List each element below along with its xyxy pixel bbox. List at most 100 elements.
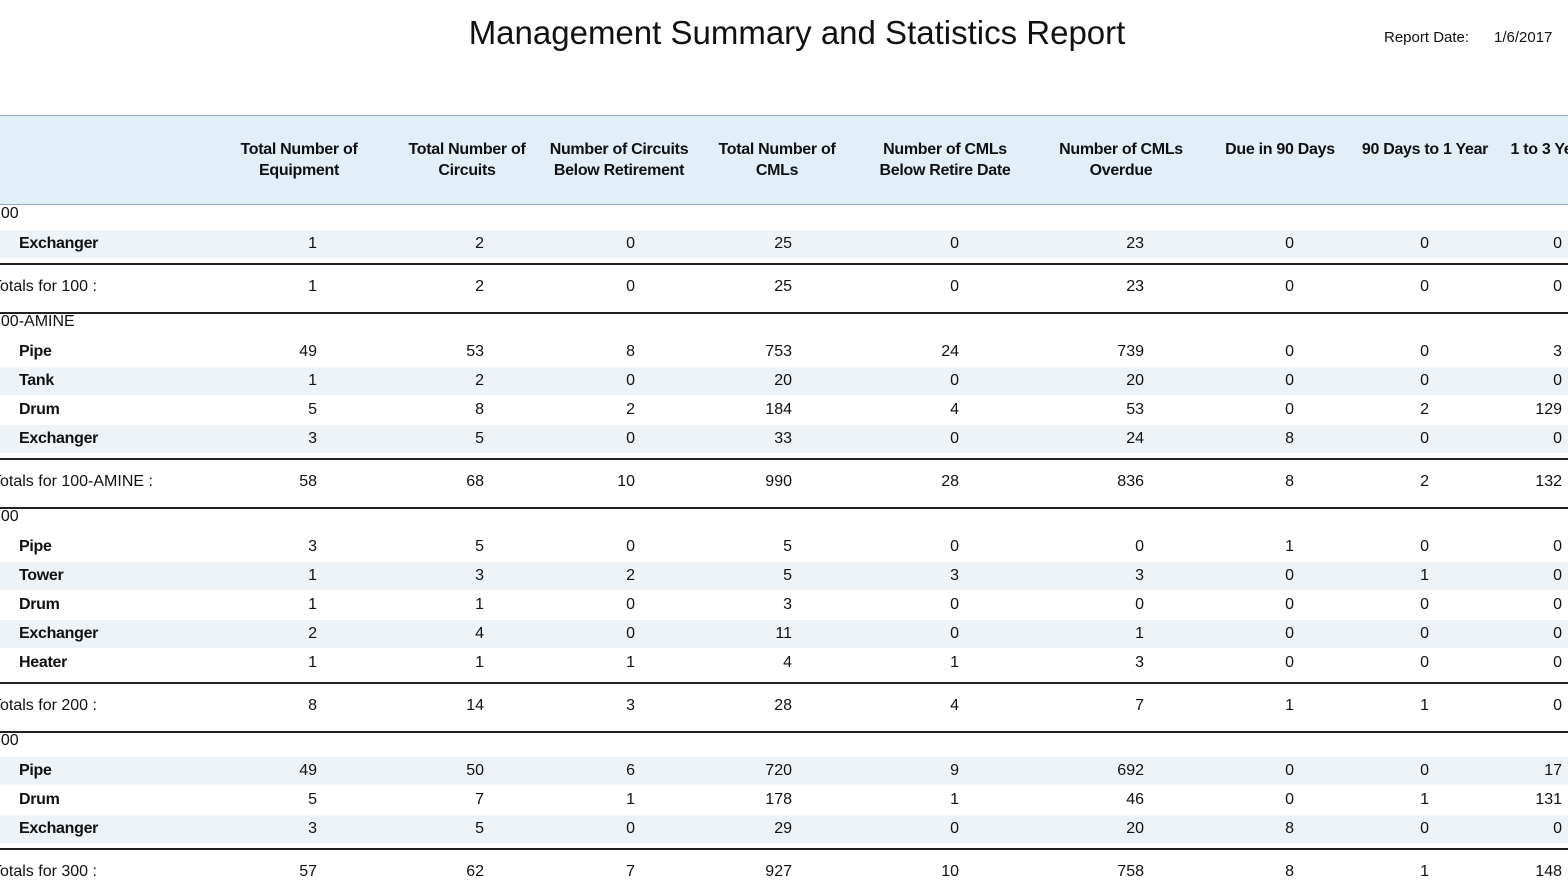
group-name: 200 xyxy=(0,508,19,525)
cell-value: 3 xyxy=(950,567,959,584)
table-header: Total Number of Equipment Total Number of… xyxy=(0,115,1568,205)
cell-value: 1 xyxy=(1420,791,1429,808)
cell-value: 131 xyxy=(1535,791,1562,808)
item-row: Tower 1 3 2 5 3 3 0 1 0 xyxy=(0,562,1568,590)
cell-value: 1 xyxy=(308,567,317,584)
group-name: 100-AMINE xyxy=(0,313,75,330)
item-row: Exchanger 1 2 0 25 0 23 0 0 0 xyxy=(0,230,1568,258)
cell-value: 3 xyxy=(626,697,635,714)
cell-value: 28 xyxy=(774,697,792,714)
item-label: Exchanger xyxy=(19,625,99,642)
column-header: 90 Days to 1 Year xyxy=(1361,141,1489,158)
cell-value: 0 xyxy=(1285,791,1294,808)
cell-value: 24 xyxy=(941,343,959,360)
item-row: Exchanger 3 5 0 33 0 24 8 0 0 xyxy=(0,425,1568,453)
totals-label: Totals for 300 : xyxy=(0,863,97,880)
cell-value: 4 xyxy=(950,697,959,714)
cell-value: 0 xyxy=(1553,372,1562,389)
report-title: Management Summary and Statistics Report xyxy=(468,14,1126,51)
column-header: 1 to 3 Years xyxy=(1510,141,1568,158)
cell-value: 5 xyxy=(783,567,792,584)
cell-value: 1 xyxy=(475,596,484,613)
cell-value: 0 xyxy=(1420,820,1429,837)
item-label: Tank xyxy=(19,372,54,389)
cell-value: 5 xyxy=(475,430,484,447)
cell-value: 24 xyxy=(1126,430,1144,447)
item-row: Drum 1 1 0 3 0 0 0 0 0 xyxy=(0,591,1568,619)
item-row: Heater 1 1 1 4 1 3 0 0 0 xyxy=(0,649,1568,677)
cell-value: 29 xyxy=(774,820,792,837)
group-row: 100-AMINE xyxy=(0,312,1568,334)
cell-value: 0 xyxy=(950,596,959,613)
totals-label: Totals for 100-AMINE : xyxy=(0,473,153,490)
item-label: Heater xyxy=(19,654,68,671)
column-header: Due in 90 Days xyxy=(1225,141,1335,158)
item-label: Exchanger xyxy=(19,235,99,252)
group-name: 100 xyxy=(0,205,19,222)
cell-value: 1 xyxy=(308,235,317,252)
cell-value: 10 xyxy=(617,473,635,490)
cell-value: 1 xyxy=(308,654,317,671)
cell-value: 14 xyxy=(466,697,484,714)
cell-value: 0 xyxy=(626,538,635,555)
cell-value: 2 xyxy=(475,278,484,295)
cell-value: 2 xyxy=(1420,401,1429,418)
totals-row: Totals for 100 : 1 2 0 25 0 23 0 0 0 xyxy=(0,263,1568,314)
cell-value: 1 xyxy=(950,791,959,808)
cell-value: 5 xyxy=(475,820,484,837)
cell-value: 5 xyxy=(783,538,792,555)
cell-value: 0 xyxy=(1285,372,1294,389)
cell-value: 68 xyxy=(466,473,484,490)
cell-value: 3 xyxy=(475,567,484,584)
cell-value: 0 xyxy=(1285,625,1294,642)
item-row: Pipe 49 53 8 753 24 739 0 0 3 xyxy=(0,338,1568,366)
totals-label: Totals for 200 : xyxy=(0,697,97,714)
cell-value: 1 xyxy=(1420,863,1429,880)
cell-value: 0 xyxy=(1285,567,1294,584)
item-row: Pipe 3 5 0 5 0 0 1 0 0 xyxy=(0,533,1568,561)
cell-value: 1 xyxy=(308,596,317,613)
cell-value: 33 xyxy=(774,430,792,447)
item-row: Exchanger 3 5 0 29 0 20 8 0 0 xyxy=(0,815,1568,843)
cell-value: 3 xyxy=(308,820,317,837)
column-header: Total Number of Equipment xyxy=(240,141,358,179)
cell-value: 0 xyxy=(950,538,959,555)
totals-row: Totals for 300 : 57 62 7 927 10 758 8 1 148 xyxy=(0,848,1568,884)
cell-value: 0 xyxy=(1135,596,1144,613)
cell-value: 0 xyxy=(626,820,635,837)
cell-value: 1 xyxy=(308,372,317,389)
cell-value: 5 xyxy=(308,401,317,418)
cell-value: 3 xyxy=(783,596,792,613)
cell-value: 50 xyxy=(466,762,484,779)
cell-value: 0 xyxy=(1420,430,1429,447)
group-row: 100 xyxy=(0,204,1568,226)
cell-value: 1 xyxy=(1135,625,1144,642)
cell-value: 5 xyxy=(308,791,317,808)
cell-value: 7 xyxy=(1135,697,1144,714)
cell-value: 0 xyxy=(1285,343,1294,360)
cell-value: 8 xyxy=(308,697,317,714)
cell-value: 3 xyxy=(1135,654,1144,671)
cell-value: 8 xyxy=(1285,863,1294,880)
cell-value: 0 xyxy=(1285,401,1294,418)
cell-value: 836 xyxy=(1117,473,1144,490)
cell-value: 10 xyxy=(941,863,959,880)
report-date: 1/6/2017 xyxy=(1494,29,1553,46)
cell-value: 8 xyxy=(475,401,484,418)
cell-value: 28 xyxy=(941,473,959,490)
cell-value: 0 xyxy=(626,430,635,447)
cell-value: 0 xyxy=(1553,538,1562,555)
cell-value: 0 xyxy=(1553,697,1562,714)
column-header: Number of CMLs Overdue xyxy=(1059,141,1183,179)
cell-value: 0 xyxy=(626,372,635,389)
cell-value: 3 xyxy=(1553,343,1562,360)
cell-value: 1 xyxy=(626,654,635,671)
cell-value: 25 xyxy=(774,235,792,252)
cell-value: 0 xyxy=(1420,625,1429,642)
cell-value: 2 xyxy=(626,401,635,418)
cell-value: 0 xyxy=(1553,278,1562,295)
cell-value: 58 xyxy=(299,473,317,490)
cell-value: 57 xyxy=(299,863,317,880)
cell-value: 4 xyxy=(950,401,959,418)
